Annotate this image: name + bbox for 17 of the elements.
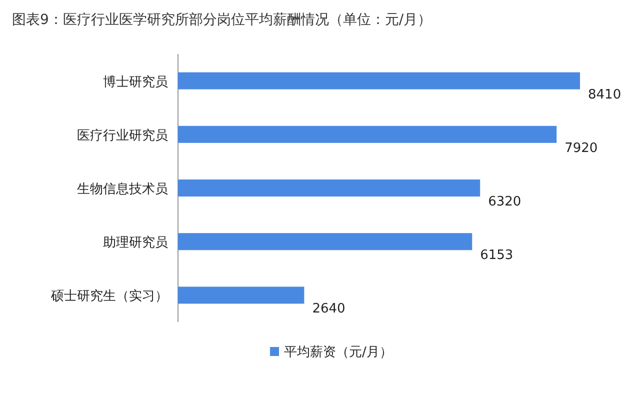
y-tick-label: 生物信息技术员 [77, 182, 168, 197]
chart-title: 图表9：医疗行业医学研究所部分岗位平均薪酬情况（单位：元/月） [12, 12, 432, 28]
y-tick-label: 博士研究员 [103, 74, 168, 90]
y-tick-label: 医疗行业研究员 [77, 128, 168, 144]
bar [178, 233, 472, 250]
y-tick-label: 助理研究员 [103, 236, 168, 251]
data-label: 7920 [564, 140, 598, 156]
legend-label: 平均薪资（元/月） [284, 345, 392, 360]
bar [178, 286, 304, 304]
data-label: 6320 [488, 194, 522, 210]
bar [178, 180, 480, 196]
data-label: 8410 [588, 87, 622, 102]
bar [178, 72, 580, 90]
data-label: 2640 [312, 302, 346, 317]
bar [178, 126, 557, 143]
data-label: 6153 [480, 248, 514, 264]
y-tick-label: 硕士研究生（实习） [50, 289, 168, 304]
